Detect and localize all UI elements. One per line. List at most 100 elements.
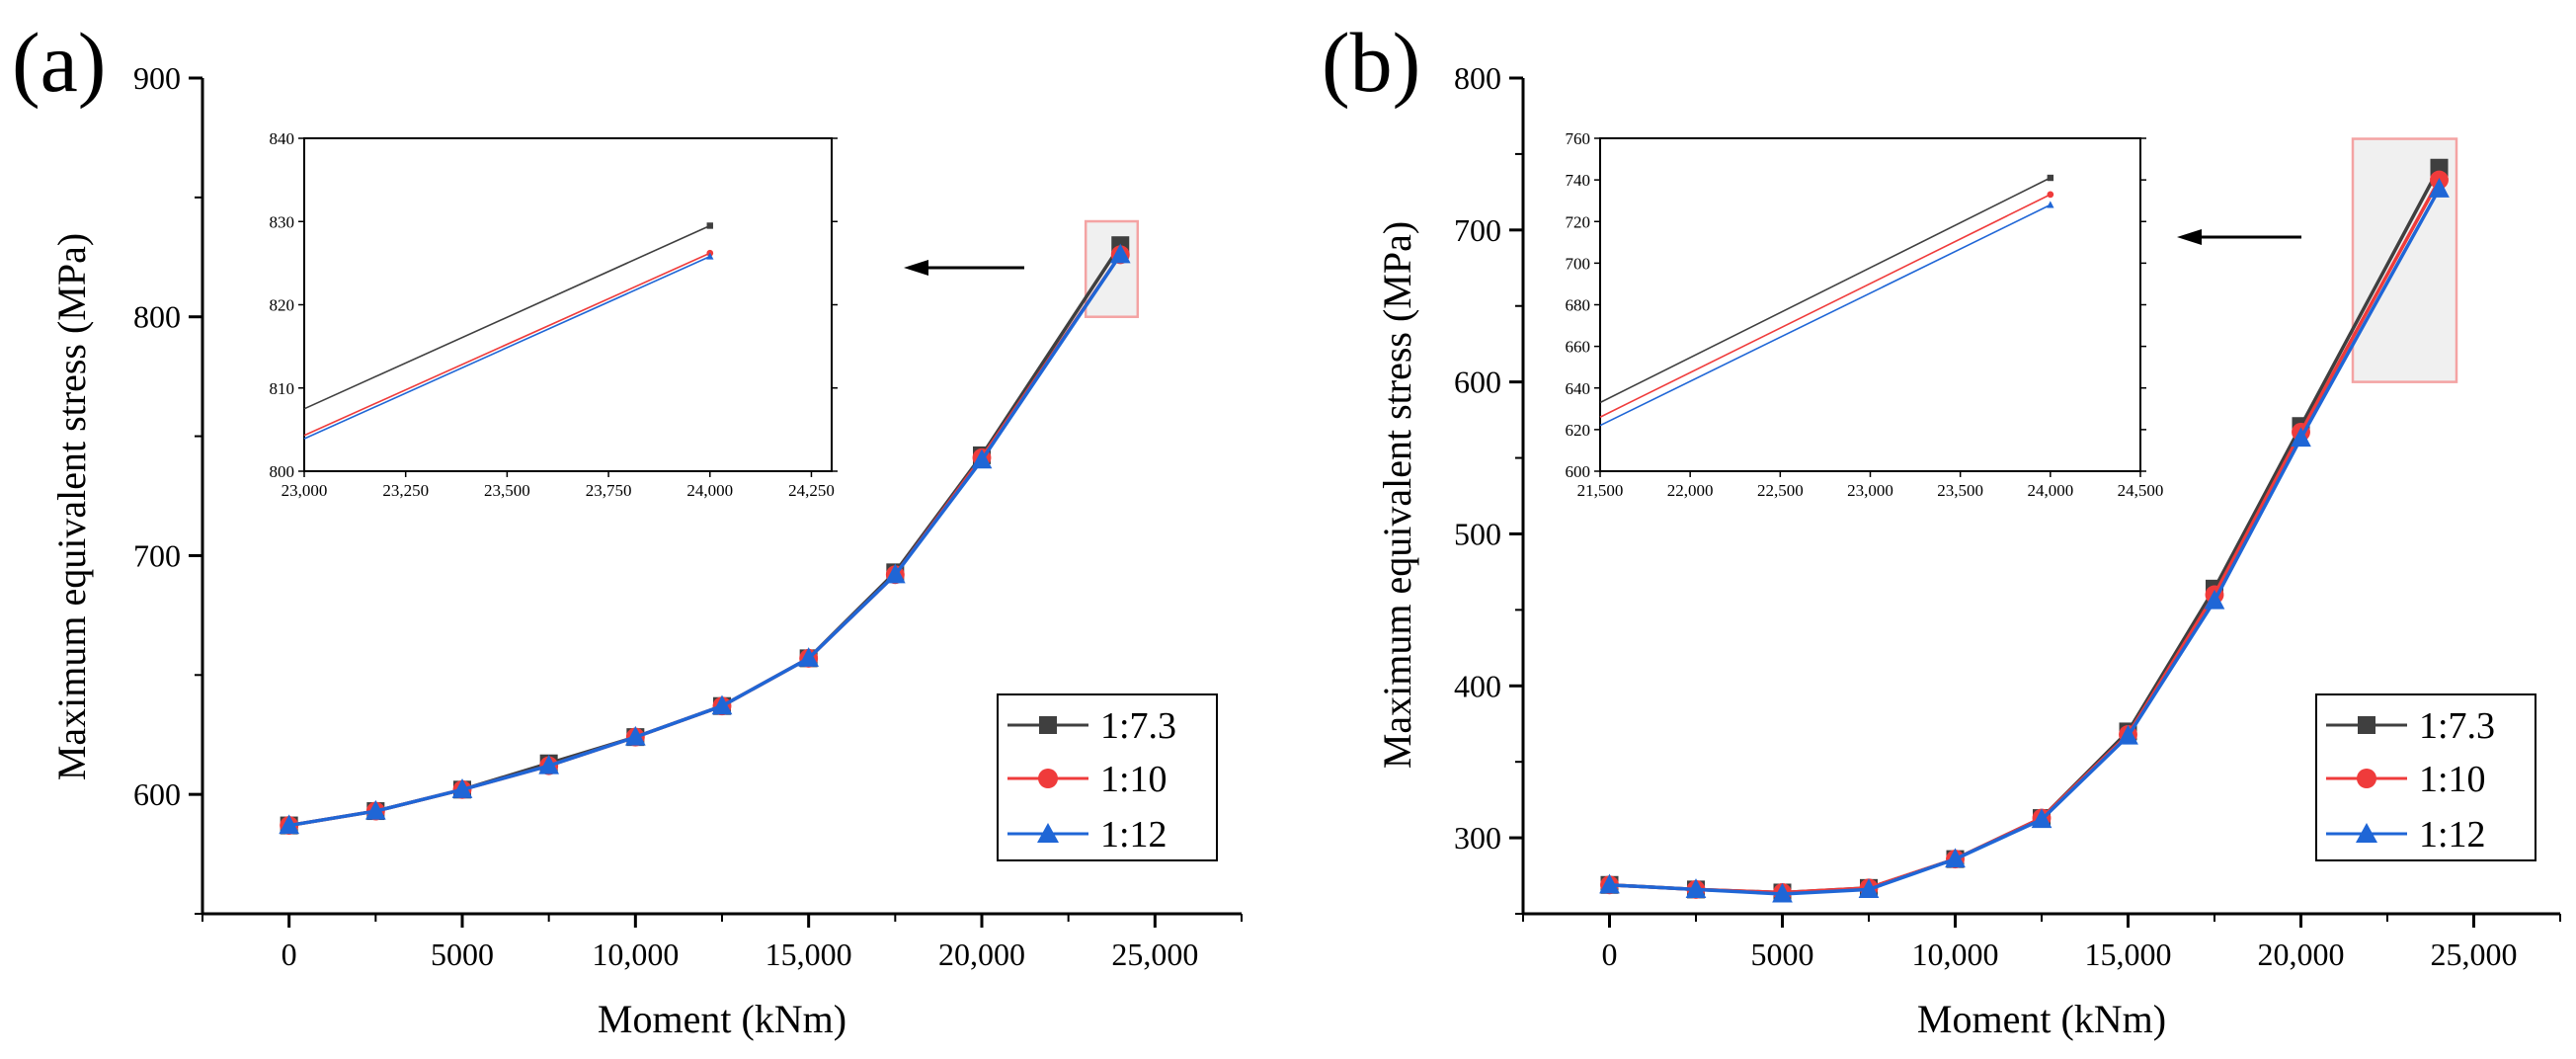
inset-y-tick-label: 620 [1566,421,1591,440]
inset-series-line-1-7-3 [303,224,711,410]
inset-y-tick-label: 840 [270,129,295,148]
data-point-1-12 [2031,808,2053,829]
data-point-1-12 [2118,724,2138,745]
inset-plot: 23,000 23,250 23,500 23,750 24,000 24,250 800 8… [270,129,838,500]
inset-y-tick-label: 800 [270,462,295,481]
data-point-1-12 [451,778,473,798]
inset-data-point-1-10 [2047,191,2054,199]
data-point-1-12 [364,799,386,820]
inset-series-line-1-10 [1599,194,2052,418]
legend-entry-1-12: 1:12 [1007,814,1167,855]
x-tick-label: 10,000 [1912,937,1999,972]
data-point-1-12 [279,814,300,835]
legend-label: 1:7.3 [1100,705,1176,747]
x-tick-label: 0 [1602,937,1618,972]
inset-frame [303,137,833,472]
legend-label: 1:7.3 [2419,705,2495,747]
panel-label: (a) [12,15,106,110]
inset-y-tick-label: 760 [1566,129,1591,148]
legend-label: 1:12 [2419,814,2486,855]
x-tick-label: 20,000 [2258,937,2345,972]
x-tick-label: 20,000 [938,937,1025,972]
y-tick-label: 800 [1454,60,1501,96]
y-tick-label: 600 [1454,365,1501,400]
inset-y-tick-label: 830 [270,212,295,231]
data-point-1-12 [1685,878,1707,898]
inset-series-line-1-7-3 [1599,177,2052,404]
x-tick-label: 5000 [431,937,494,972]
inset-y-tick-label: 810 [270,379,295,398]
legend-label: 1:10 [1100,759,1167,800]
inset-data-point-1-12 [2047,201,2054,208]
inset-y-tick-label: 740 [1566,171,1591,190]
x-tick-label: 10,000 [592,937,679,972]
inset-x-tick-label: 22,500 [1757,481,1804,500]
y-tick-label: 700 [1454,212,1501,248]
series-line-1-12 [1609,188,2442,896]
inset-x-tick-label: 23,000 [1847,481,1893,500]
inset-x-tick-label: 21,500 [1577,481,1624,500]
inset-x-tick-label: 24,000 [2027,481,2073,500]
legend-entry-1-10: 1:10 [2326,759,2486,800]
y-axis-label: Maximum equivalent stress (MPa) [1375,221,1419,769]
legend-entry-1-12: 1:12 [2326,814,2486,855]
x-tick-label: 25,000 [1111,937,1198,972]
inset-series-line-1-12 [303,255,711,440]
y-tick-label: 400 [1454,668,1501,703]
circle-marker-icon [1038,769,1058,788]
legend-label: 1:12 [1100,814,1167,855]
inset-x-tick-label: 23,000 [282,481,328,500]
inset-y-tick-label: 700 [1566,254,1591,273]
circle-marker-icon [2357,769,2376,788]
data-point-1-12 [1109,243,1131,264]
x-tick-label: 15,000 [765,937,852,972]
data-point-1-12 [2429,178,2450,198]
triangle-marker-icon [2356,823,2377,843]
square-marker-icon [1039,716,1057,734]
inset-x-tick-label: 23,500 [484,481,530,500]
inset-x-tick-label: 24,500 [2118,481,2164,500]
panel-b: (b) Maximum equivalent stress (MPa) Mome… [1322,15,2561,1041]
data-point-1-12 [1599,873,1620,894]
inset-x-tick-label: 24,250 [788,481,835,500]
inset-series-line-1-12 [1599,204,2052,427]
y-tick-label: 800 [133,299,181,335]
inset-x-tick-label: 24,000 [686,481,733,500]
inset-y-tick-label: 820 [270,296,295,315]
data-point-1-12 [1858,878,1880,898]
inset-plot: 21,500 22,000 22,500 23,000 23,500 24,000 24,5… [1566,129,2164,500]
data-point-1-12 [2291,427,2311,448]
arrow-icon [904,260,1024,276]
inset-x-tick-label: 23,500 [1937,481,1983,500]
square-marker-icon [2358,716,2375,734]
data-point-1-12 [538,754,560,774]
inset-x-tick-label: 23,250 [382,481,429,500]
inset-data-point-1-12 [706,252,714,260]
legend: 1:7.3 1:10 1:12 [997,693,1218,861]
arrow-icon [2177,229,2301,245]
inset-y-tick-label: 660 [1566,338,1591,357]
x-tick-label: 15,000 [2085,937,2172,972]
legend-entry-1-10: 1:10 [1007,759,1167,800]
inset-y-tick-label: 640 [1566,379,1591,398]
data-point-1-12 [624,725,646,746]
x-tick-label: 0 [282,937,297,972]
x-axis-label: Moment (kNm) [598,997,846,1041]
legend: 1:7.3 1:10 1:12 [2315,693,2536,861]
y-tick-label: 600 [133,776,181,812]
series-line-1-12 [288,253,1122,828]
panel-label: (b) [1322,15,1420,110]
data-point-1-12 [798,647,820,667]
inset-x-tick-label: 22,000 [1667,481,1714,500]
y-axis-label: Maximum equivalent stress (MPa) [49,233,94,780]
data-point-1-12 [884,563,906,584]
inset-x-tick-label: 23,750 [586,481,632,500]
y-tick-label: 900 [133,60,181,96]
inset-series-line-1-10 [303,252,711,437]
inset-y-tick-label: 600 [1566,462,1591,481]
x-tick-label: 5000 [1751,937,1814,972]
legend-entry-1-7-3: 1:7.3 [1007,705,1176,747]
legend-entry-1-7-3: 1:7.3 [2326,705,2495,747]
data-point-1-12 [1772,882,1793,903]
